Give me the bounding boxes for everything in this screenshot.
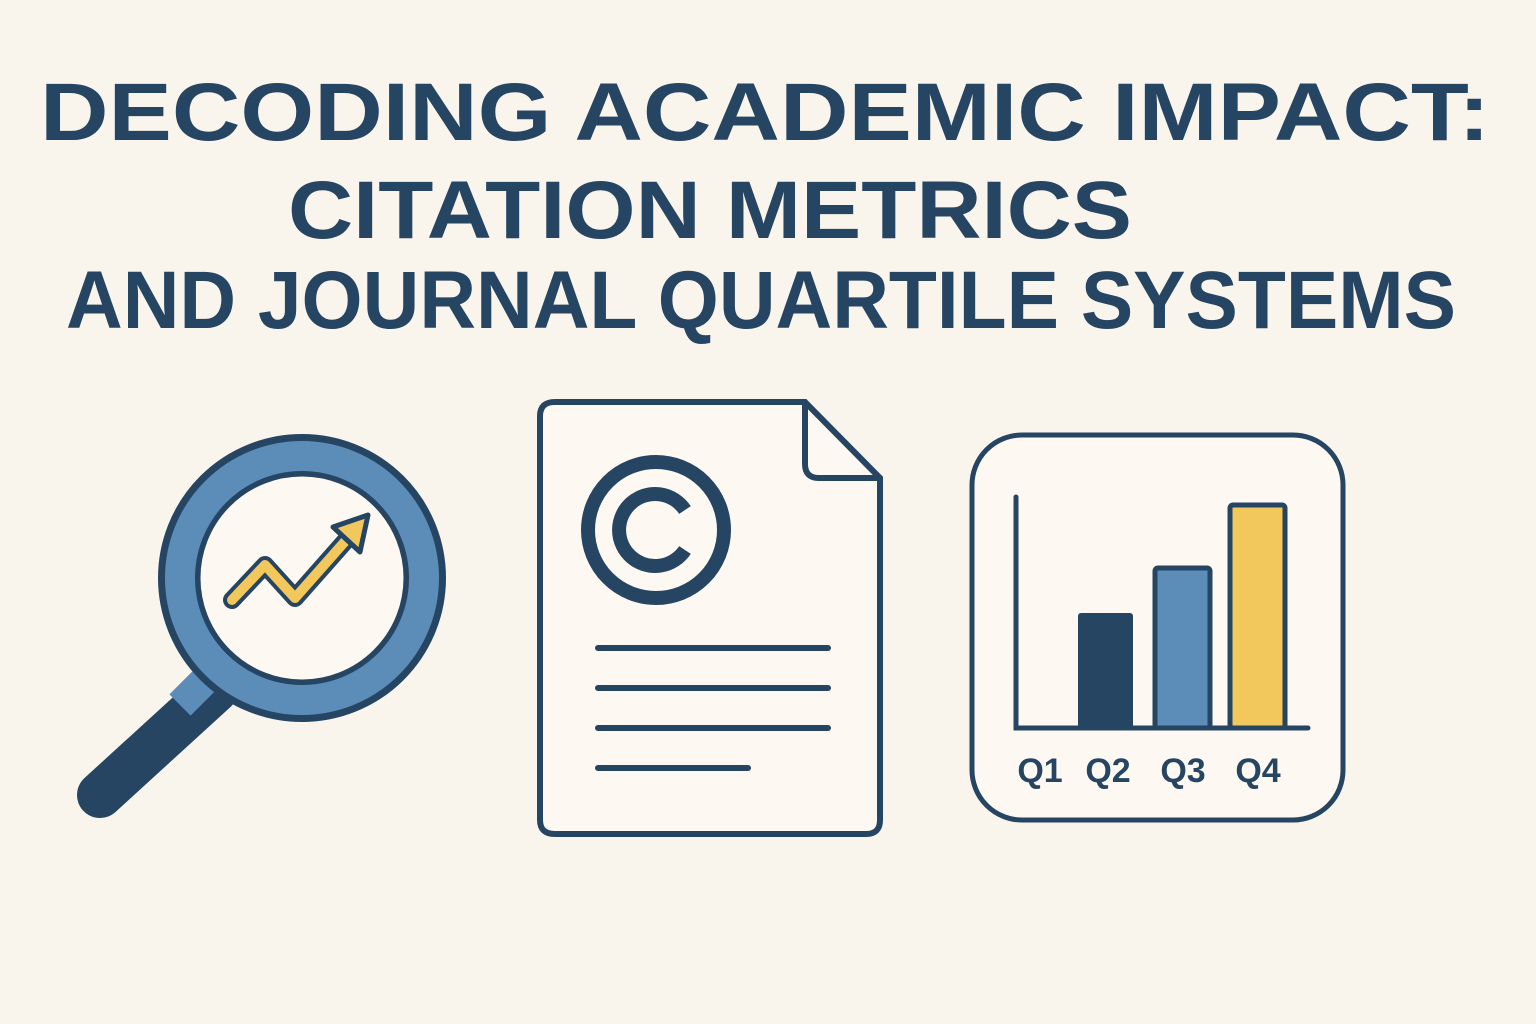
quartile-label: Q2 <box>1085 752 1130 790</box>
magnifier-icon <box>77 434 446 818</box>
document-icon <box>537 399 883 837</box>
quartile-label: Q4 <box>1235 752 1280 790</box>
quartile-label: Q1 <box>1017 752 1062 790</box>
quartile-icon: Q1 Q2 Q3 Q4 <box>969 432 1346 823</box>
title-line: DECODING ACADEMIC IMPACT: <box>40 67 1490 158</box>
title-line: CITATION METRICS <box>288 165 1132 256</box>
title-line: AND JOURNAL QUARTILE SYSTEMS <box>66 255 1456 346</box>
quartile-label: Q3 <box>1160 752 1205 790</box>
